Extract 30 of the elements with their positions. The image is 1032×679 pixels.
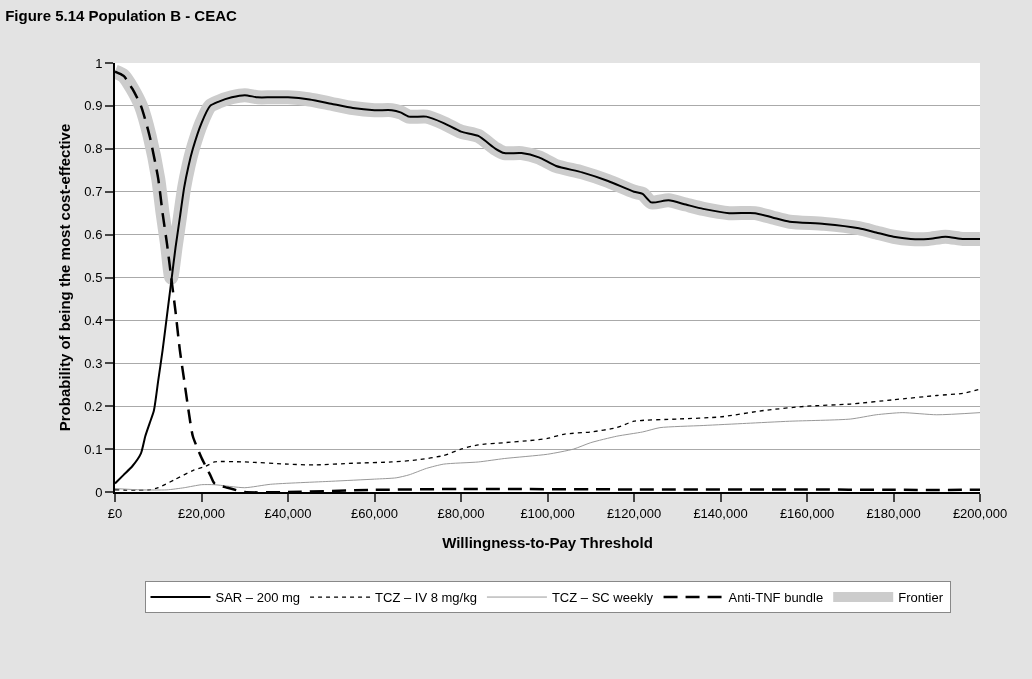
y-tick-label: 0.9	[84, 98, 103, 114]
legend-label: Anti-TNF bundle	[728, 590, 824, 606]
y-tick-label: 0.3	[84, 355, 103, 371]
x-tick-label: £20,000	[178, 505, 225, 521]
y-tick-label: 0.6	[84, 227, 103, 243]
y-axis-title: Probability of being the most cost-effective	[56, 123, 74, 432]
chart-title: Figure 5.14 Population B - CEAC	[5, 6, 238, 24]
y-tick-label: 0.1	[84, 441, 103, 457]
x-tick-label: £80,000	[437, 505, 485, 521]
x-tick-label: £180,000	[866, 505, 921, 521]
y-tick-label: 1	[95, 55, 103, 71]
x-tick-label: £140,000	[693, 505, 748, 521]
legend-label: SAR – 200 mg	[215, 590, 301, 606]
x-axis-title: Willingness-to-Pay Threshold	[442, 534, 653, 552]
x-tick-label: £120,000	[606, 505, 662, 521]
x-tick-label: £160,000	[779, 505, 835, 521]
y-tick-label: 0	[95, 484, 103, 500]
y-tick-label: 0.8	[84, 141, 103, 157]
legend-label: TCZ – IV 8 mg/kg	[375, 590, 477, 606]
x-tick-label: £60,000	[351, 505, 398, 521]
y-tick-label: 0.4	[84, 312, 103, 328]
y-tick-label: 0.5	[84, 270, 103, 286]
y-tick-label: 0.2	[84, 398, 103, 414]
x-tick-label: £200,000	[952, 505, 1008, 521]
y-tick-label: 0.7	[84, 184, 103, 200]
legend-label: Frontier	[898, 590, 944, 606]
x-tick-label: £100,000	[520, 505, 575, 521]
x-tick-label: £0	[107, 505, 123, 521]
legend-label: TCZ – SC weekly	[551, 590, 654, 606]
x-tick-label: £40,000	[264, 505, 312, 521]
